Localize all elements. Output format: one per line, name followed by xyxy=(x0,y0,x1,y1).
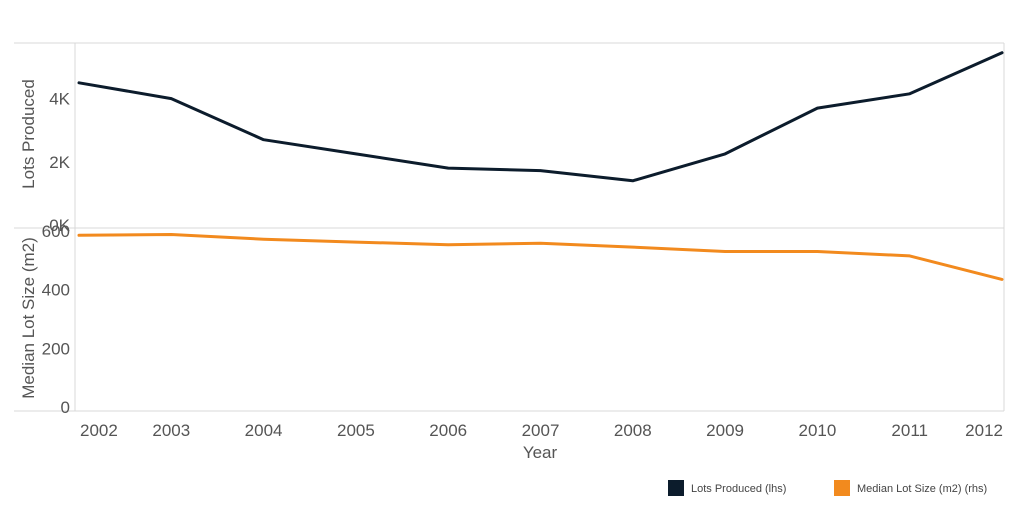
data-point xyxy=(170,233,173,236)
data-point xyxy=(447,166,450,170)
series-line-lots-produced-lhs xyxy=(77,51,1004,183)
y-tick-label: 4K xyxy=(49,90,70,109)
x-tick-label: 2003 xyxy=(152,421,190,440)
x-tick-label: 2004 xyxy=(245,421,283,440)
y-tick-label: 2K xyxy=(49,153,70,172)
x-tick-label: 2002 xyxy=(80,421,118,440)
tick-labels: 2002 2003 2004 2005 2006 2007 2008 2009 2010 2011… xyxy=(42,90,1003,440)
data-point xyxy=(77,234,81,237)
y-tick-label: 400 xyxy=(42,281,70,300)
legend: Lots Produced (lhs) Median Lot Size (m2)… xyxy=(668,480,987,496)
x-tick-label: 2005 xyxy=(337,421,375,440)
data-point xyxy=(77,81,81,85)
x-tick-label: 2012 xyxy=(965,421,1003,440)
legend-swatch-median-lot-size xyxy=(834,480,850,496)
data-point xyxy=(908,254,911,258)
x-tick-label: 2011 xyxy=(891,421,928,440)
data-point xyxy=(354,152,358,156)
data-point xyxy=(262,138,265,141)
top-y-axis-title: Lots Produced xyxy=(19,79,38,189)
x-tick-label: 2007 xyxy=(522,421,560,440)
series-line-median-lot-size-m2-rhs xyxy=(77,233,1004,281)
y-tick-label: 0 xyxy=(61,398,70,417)
x-tick-label: 2006 xyxy=(429,421,467,440)
data-point xyxy=(262,238,265,241)
y-tick-label: 200 xyxy=(42,339,70,358)
data-point xyxy=(816,106,819,110)
legend-item-median-lot-size: Median Lot Size (m2) (rhs) xyxy=(834,480,987,496)
legend-label-median-lot-size: Median Lot Size (m2) (rhs) xyxy=(857,483,987,495)
x-tick-label: 2008 xyxy=(614,421,652,440)
data-point xyxy=(816,250,819,253)
data-point xyxy=(631,179,634,182)
data-point xyxy=(631,245,634,249)
data-point xyxy=(539,242,542,245)
x-axis-title: Year xyxy=(523,443,558,462)
y-tick-label: 0K xyxy=(49,216,70,235)
data-point xyxy=(170,97,173,100)
x-tick-label: 2010 xyxy=(798,421,836,440)
data-point xyxy=(723,152,727,156)
data-point xyxy=(1000,278,1004,281)
legend-swatch-lots-produced xyxy=(668,480,684,496)
bottom-y-axis-title: Median Lot Size (m2) xyxy=(19,237,38,399)
y-tick-label: 600 xyxy=(42,222,70,241)
data-point xyxy=(723,250,727,253)
legend-item-lots-produced: Lots Produced (lhs) xyxy=(668,480,786,496)
data-point xyxy=(1000,51,1004,54)
x-tick-label: 2009 xyxy=(706,421,744,440)
data-point xyxy=(539,169,542,172)
legend-label-lots-produced: Lots Produced (lhs) xyxy=(691,483,786,495)
data-point xyxy=(354,240,358,244)
plot-frame xyxy=(14,42,1005,412)
series-lines xyxy=(77,51,1004,281)
data-point xyxy=(447,243,450,246)
data-point xyxy=(908,92,911,96)
